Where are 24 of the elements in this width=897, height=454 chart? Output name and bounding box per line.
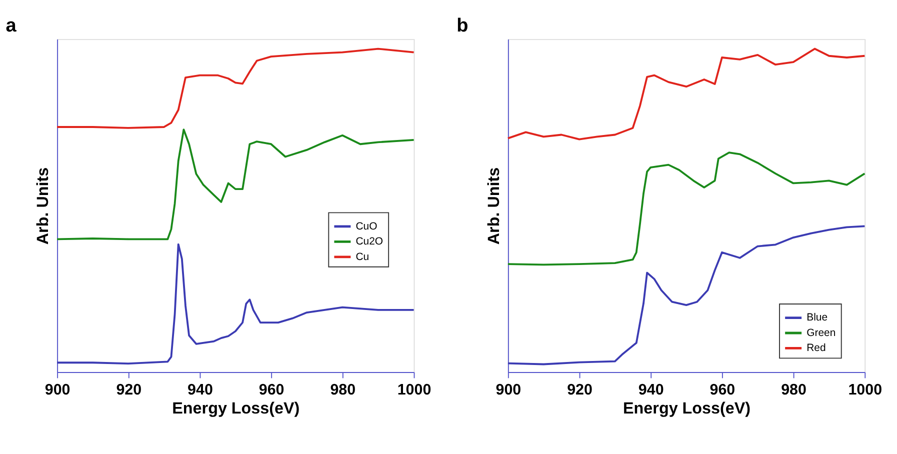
legend-label: CuO: [356, 221, 378, 232]
y-axis-title: Arb. Units: [484, 167, 503, 245]
x-tick-label: 920: [116, 381, 142, 398]
x-tick-label: 900: [496, 381, 522, 398]
x-tick-label: 980: [330, 381, 356, 398]
legend-label: Cu: [356, 252, 370, 263]
x-tick-label: 940: [638, 381, 664, 398]
legend-label: Blue: [806, 312, 828, 324]
x-axis-title: Energy Loss(eV): [172, 399, 300, 418]
x-tick-label: 1000: [397, 381, 432, 398]
x-tick-label: 1000: [848, 381, 882, 398]
x-axis-title: Energy Loss(eV): [623, 399, 751, 418]
x-tick-label: 920: [567, 381, 592, 398]
x-tick-label: 940: [188, 381, 213, 398]
chart-title: b: [456, 15, 468, 36]
x-tick-label: 900: [44, 381, 70, 398]
x-tick-label: 960: [710, 381, 736, 398]
chart-title: a: [6, 15, 17, 36]
y-axis-title: Arb. Units: [34, 167, 52, 245]
x-tick-label: 960: [258, 381, 284, 398]
x-tick-label: 980: [781, 381, 806, 398]
legend-label: Green: [806, 328, 836, 339]
legend-label: Cu2O: [356, 236, 384, 248]
legend-label: Red: [806, 343, 826, 354]
